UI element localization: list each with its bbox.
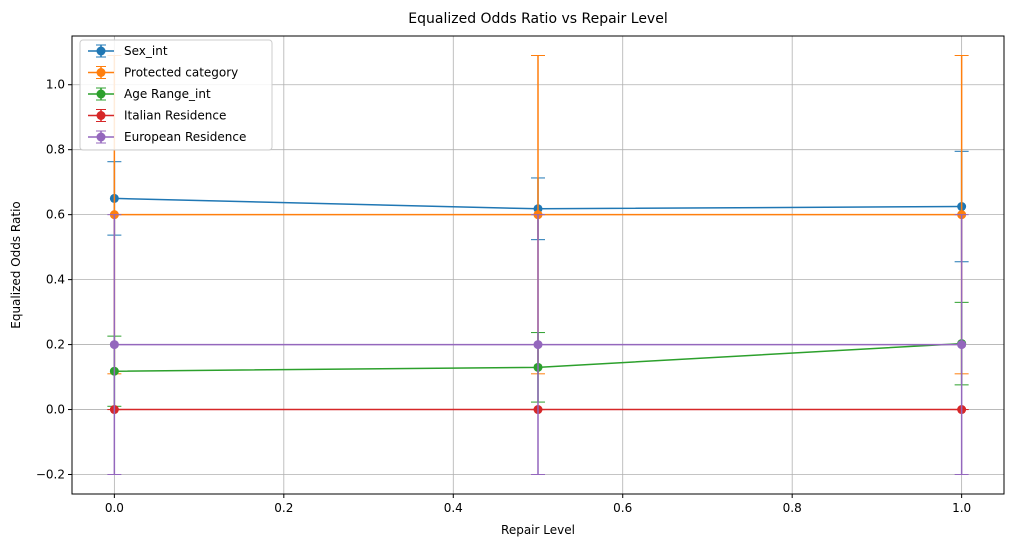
legend-marker bbox=[96, 132, 106, 142]
legend-label: European Residence bbox=[124, 130, 246, 144]
legend-entry: Sex_int bbox=[88, 44, 168, 58]
legend-entry: Age Range_int bbox=[88, 87, 211, 101]
y-tick-label: 1.0 bbox=[46, 78, 65, 92]
legend-label: Italian Residence bbox=[124, 109, 226, 123]
legend-box bbox=[79, 39, 273, 151]
legend-entry: European Residence bbox=[88, 130, 246, 144]
y-axis-label: Equalized Odds Ratio bbox=[9, 201, 23, 329]
series-european-residence bbox=[107, 214, 969, 476]
legend-marker bbox=[96, 46, 106, 56]
legend-label: Protected category bbox=[124, 66, 238, 80]
legend: Sex_int Protected category Age Range_int It… bbox=[79, 39, 273, 151]
legend-marker bbox=[96, 89, 106, 99]
y-tick-label: 0.8 bbox=[46, 143, 65, 157]
legend-entry: Protected category bbox=[88, 66, 238, 80]
data-point bbox=[957, 340, 967, 350]
ticks: 0.0 0.2 0.4 0.6 0.8 1.0 −0.2 0.0 0.2 0.4 0.6 0.8 1.0 bbox=[36, 78, 971, 515]
y-tick-label: −0.2 bbox=[36, 468, 65, 482]
y-tick-label: 0.2 bbox=[46, 338, 65, 352]
legend-entry: Italian Residence bbox=[88, 109, 226, 123]
series-layer bbox=[107, 54, 969, 476]
data-point bbox=[109, 340, 119, 350]
x-tick-label: 0.2 bbox=[274, 501, 293, 515]
x-tick-label: 0.8 bbox=[783, 501, 802, 515]
x-tick-label: 0.6 bbox=[613, 501, 632, 515]
y-tick-label: 0.0 bbox=[46, 403, 65, 417]
x-tick-label: 1.0 bbox=[952, 501, 971, 515]
x-tick-label: 0.4 bbox=[444, 501, 463, 515]
x-tick-label: 0.0 bbox=[105, 501, 124, 515]
legend-marker bbox=[96, 68, 106, 77]
y-tick-label: 0.6 bbox=[46, 208, 65, 222]
x-axis-label: Repair Level bbox=[501, 523, 575, 537]
chart-title: Equalized Odds Ratio vs Repair Level bbox=[408, 11, 667, 27]
data-point bbox=[533, 340, 543, 350]
legend-marker bbox=[96, 111, 106, 120]
plot-frame bbox=[71, 35, 1005, 495]
legend-label: Sex_int bbox=[124, 44, 168, 58]
legend-label: Age Range_int bbox=[124, 87, 211, 101]
y-tick-label: 0.4 bbox=[46, 273, 65, 287]
